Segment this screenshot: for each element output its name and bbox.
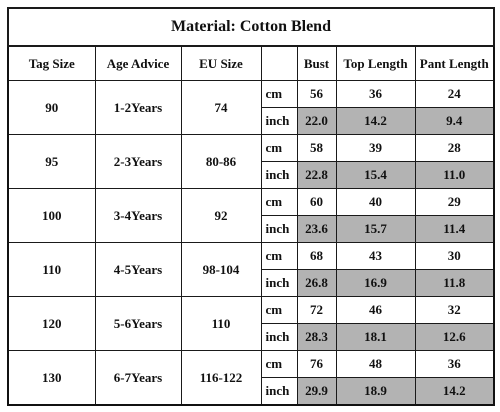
top-length-cell: 16.9 [335,269,416,297]
table-row: 90 1-2Years 74 cm 56 36 24 [7,80,495,135]
bust-cell: 76 [296,350,337,378]
pant-length-cell: 30 [414,242,495,270]
header-age-advice: Age Advice [94,45,182,81]
eu-size-cell: 116-122 [180,350,262,406]
top-length-cell: 18.9 [335,377,416,406]
bust-cell: 29.9 [296,377,337,406]
bust-cell: 26.8 [296,269,337,297]
bust-cell: 22.0 [296,107,337,135]
header-eu-size: EU Size [180,45,262,81]
top-length-cell: 36 [335,80,416,108]
table-row: inch 26.8 16.9 11.8 [8,269,495,297]
pant-length-cell: 9.4 [414,107,495,135]
top-length-cell: 40 [335,188,416,216]
unit-cell: cm [260,188,298,216]
pant-length-cell: 28 [414,134,495,162]
tag-size-cell: 110 [7,242,96,297]
tag-size-cell: 120 [7,296,96,351]
top-length-cell: 15.7 [335,215,416,243]
header-pant-length: Pant Length [414,45,495,81]
age-advice-cell: 2-3Years [94,134,182,189]
bust-cell: 28.3 [296,323,337,351]
pant-length-cell: 14.2 [414,377,495,406]
unit-cell: inch [260,377,298,406]
table-row: inch 22.8 15.4 11.0 [8,161,495,189]
top-length-cell: 18.1 [335,323,416,351]
top-length-cell: 15.4 [335,161,416,189]
top-length-cell: 46 [335,296,416,324]
size-chart-container: Material: Cotton Blend Tag Size Age Advi… [7,7,495,406]
unit-cell: inch [260,323,298,351]
unit-cell: cm [260,80,298,108]
header-unit [260,45,298,81]
table-row: inch 28.3 18.1 12.6 [8,323,495,351]
top-length-cell: 43 [335,242,416,270]
pant-length-cell: 29 [414,188,495,216]
table-row: inch 22.0 14.2 9.4 [8,107,495,135]
pant-length-cell: 12.6 [414,323,495,351]
unit-cell: inch [260,215,298,243]
pant-length-cell: 11.8 [414,269,495,297]
unit-cell: inch [260,269,298,297]
bust-cell: 58 [296,134,337,162]
age-advice-cell: 5-6Years [94,296,182,351]
eu-size-cell: 98-104 [180,242,262,297]
header-top-length: Top Length [335,45,416,81]
age-advice-cell: 1-2Years [94,80,182,135]
pant-length-cell: 11.4 [414,215,495,243]
header-row: Tag Size Age Advice EU Size Bust Top Len… [7,45,495,81]
eu-size-cell: 110 [180,296,262,351]
size-chart-table: Material: Cotton Blend Tag Size Age Advi… [7,7,495,406]
table-row: 130 6-7Years 116-122 cm 76 48 36 [7,350,495,406]
table-row: 110 4-5Years 98-104 cm 68 43 30 [7,242,495,297]
pant-length-cell: 36 [414,350,495,378]
bust-cell: 68 [296,242,337,270]
top-length-cell: 39 [335,134,416,162]
eu-size-cell: 74 [180,80,262,135]
tag-size-cell: 90 [7,80,96,135]
header-tag-size: Tag Size [7,45,96,81]
table-row: 120 5-6Years 110 cm 72 46 32 [7,296,495,351]
bust-cell: 22.8 [296,161,337,189]
table-row: inch 23.6 15.7 11.4 [8,215,495,243]
unit-cell: cm [260,134,298,162]
bust-cell: 23.6 [296,215,337,243]
pant-length-cell: 32 [414,296,495,324]
age-advice-cell: 4-5Years [94,242,182,297]
table-title: Material: Cotton Blend [7,7,495,47]
age-advice-cell: 3-4Years [94,188,182,243]
unit-cell: cm [260,242,298,270]
unit-cell: cm [260,350,298,378]
age-advice-cell: 6-7Years [94,350,182,406]
tag-size-cell: 130 [7,350,96,406]
pant-length-cell: 24 [414,80,495,108]
top-length-cell: 48 [335,350,416,378]
table-row: 95 2-3Years 80-86 cm 58 39 28 [7,134,495,189]
eu-size-cell: 80-86 [180,134,262,189]
unit-cell: cm [260,296,298,324]
table-row: 100 3-4Years 92 cm 60 40 29 [7,188,495,243]
bust-cell: 56 [296,80,337,108]
tag-size-cell: 95 [7,134,96,189]
top-length-cell: 14.2 [335,107,416,135]
bust-cell: 60 [296,188,337,216]
header-bust: Bust [296,45,337,81]
table-row: inch 29.9 18.9 14.2 [8,377,495,406]
eu-size-cell: 92 [180,188,262,243]
bust-cell: 72 [296,296,337,324]
unit-cell: inch [260,107,298,135]
unit-cell: inch [260,161,298,189]
tag-size-cell: 100 [7,188,96,243]
pant-length-cell: 11.0 [414,161,495,189]
